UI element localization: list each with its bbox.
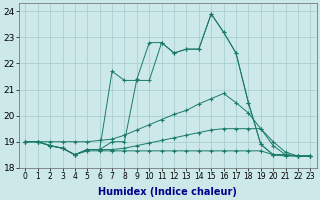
- X-axis label: Humidex (Indice chaleur): Humidex (Indice chaleur): [98, 187, 237, 197]
